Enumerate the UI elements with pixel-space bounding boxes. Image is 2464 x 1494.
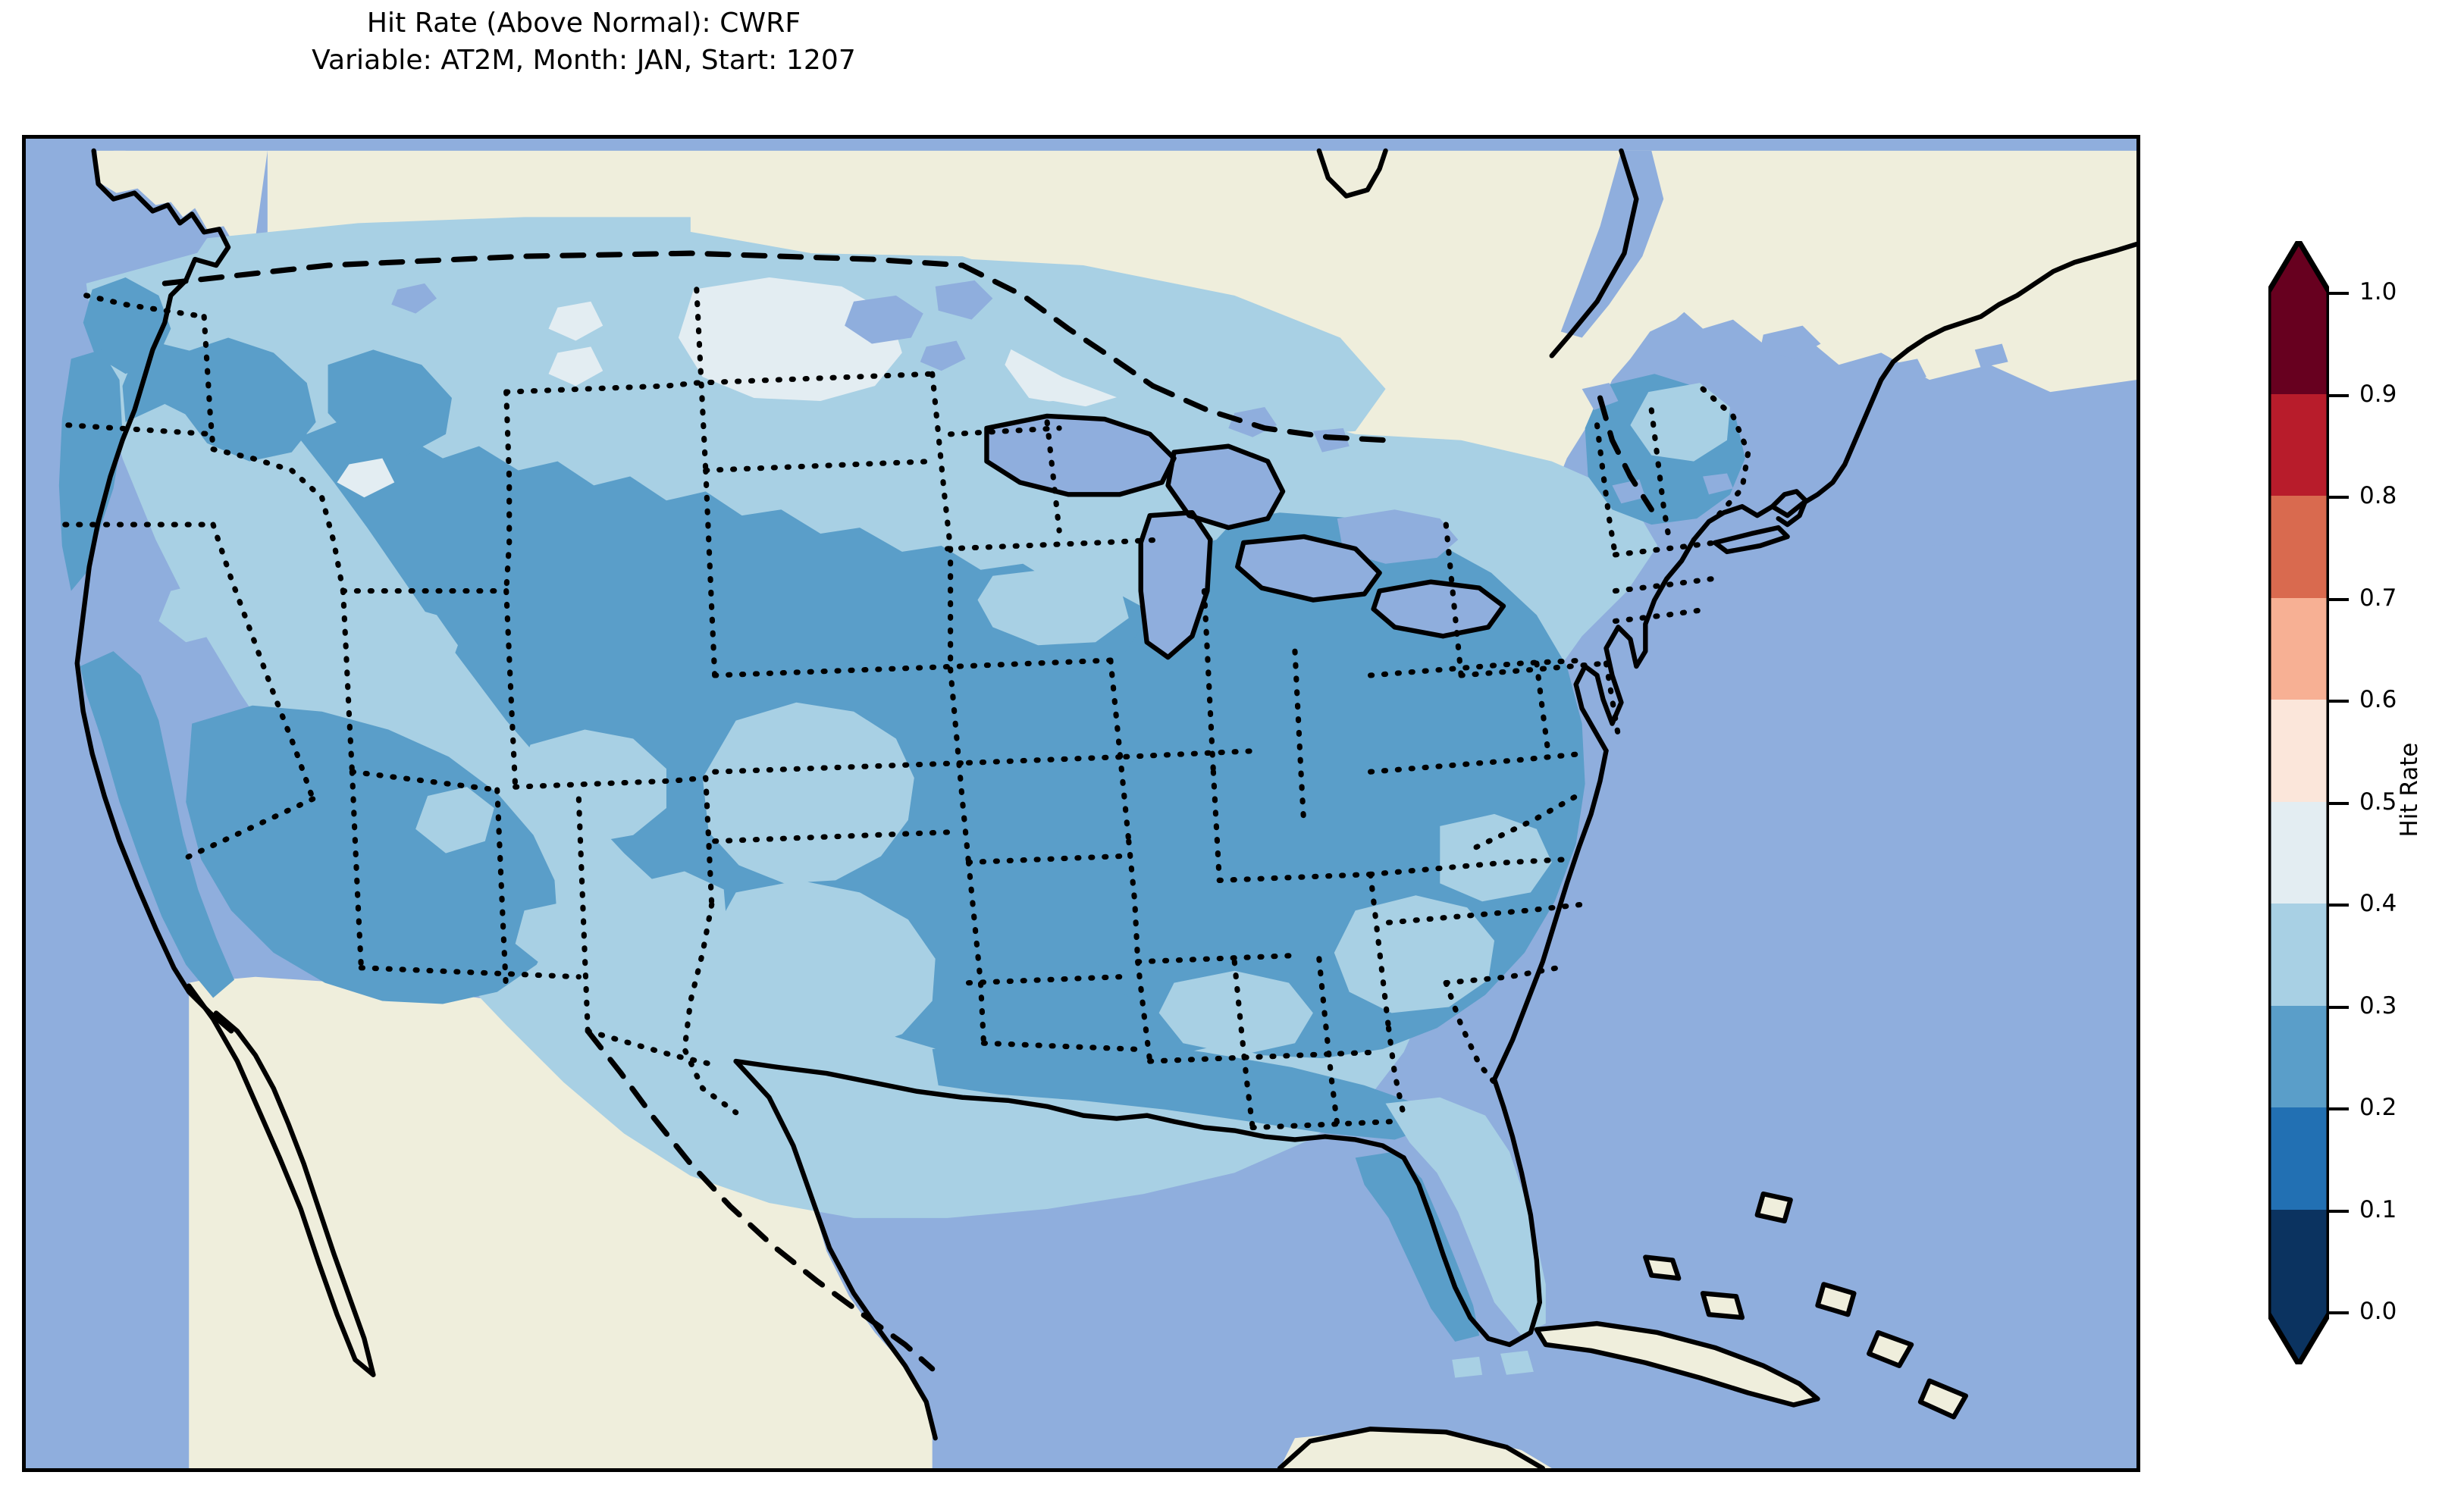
colorbar-band-0.8-0.9[interactable] (2268, 393, 2329, 496)
colorbar-tick-label-0.4: 0.4 (2359, 890, 2397, 917)
colorbar-axis-label: Hit Rate (2396, 742, 2423, 838)
colorbar-extend-min-arrow (2268, 1311, 2329, 1362)
colorbar-tick-0.0 (2329, 1311, 2349, 1314)
map-axes[interactable] (22, 135, 2140, 1472)
colorbar-tick-1.0 (2329, 292, 2349, 295)
colorbar-band-0.2-0.3[interactable] (2268, 1005, 2329, 1108)
colorbar-tick-label-0.2: 0.2 (2359, 1094, 2397, 1121)
colorbar-tick-0.8 (2329, 496, 2349, 499)
state-borders (62, 250, 1751, 1372)
colorbar-band-0.7-0.8[interactable] (2268, 496, 2329, 599)
colorbar-bands[interactable] (2268, 241, 2329, 1362)
colorbar-band-0.9-1[interactable] (2268, 292, 2329, 395)
colorbar-tick-0.3 (2329, 1005, 2349, 1009)
colorbar-tick-0.4 (2329, 904, 2349, 907)
colorbar-band-0.5-0.6[interactable] (2268, 700, 2329, 803)
colorbar-band-0-0.1[interactable] (2268, 1209, 2329, 1312)
colorbar-tick-0.2 (2329, 1107, 2349, 1110)
colorbar-tick-0.9 (2329, 393, 2349, 397)
coastline (74, 148, 2136, 1468)
colorbar-band-0.1-0.2[interactable] (2268, 1107, 2329, 1211)
colorbar-tick-label-0.0: 0.0 (2359, 1298, 2397, 1325)
colorbar-ticks: 0.0 0.1 0.2 0.3 0.4 0.5 0.6 0.7 0.8 0.9 1.0 (2329, 241, 2464, 1364)
colorbar-tick-0.7 (2329, 597, 2349, 601)
colorbar-tick-label-0.7: 0.7 (2359, 584, 2397, 612)
title-line-1: Hit Rate (Above Normal): CWRF (366, 8, 801, 39)
colorbar-tick-0.1 (2329, 1209, 2349, 1213)
colorbar-band-0.6-0.7[interactable] (2268, 597, 2329, 700)
colorbar-extend-max-arrow (2268, 241, 2329, 292)
colorbar-tick-0.6 (2329, 700, 2349, 703)
colorbar-tick-label-0.1: 0.1 (2359, 1195, 2397, 1223)
colorbar-tick-0.5 (2329, 801, 2349, 805)
map-canvas (26, 139, 2136, 1468)
title-line-2: Variable: AT2M, Month: JAN, Start: 1207 (312, 44, 856, 76)
colorbar-tick-label-0.8: 0.8 (2359, 482, 2397, 509)
colorbar-tick-label-0.6: 0.6 (2359, 686, 2397, 713)
colorbar-tick-label-0.5: 0.5 (2359, 788, 2397, 816)
chart-title: Hit Rate (Above Normal): CWRF Variable: … (0, 6, 1168, 79)
colorbar-band-0.3-0.4[interactable] (2268, 904, 2329, 1007)
colorbar-tick-label-0.3: 0.3 (2359, 991, 2397, 1019)
colorbar-tick-label-1.0: 1.0 (2359, 278, 2397, 305)
colorbar-band-0.4-0.5[interactable] (2268, 801, 2329, 904)
colorbar-tick-label-0.9: 0.9 (2359, 380, 2397, 408)
